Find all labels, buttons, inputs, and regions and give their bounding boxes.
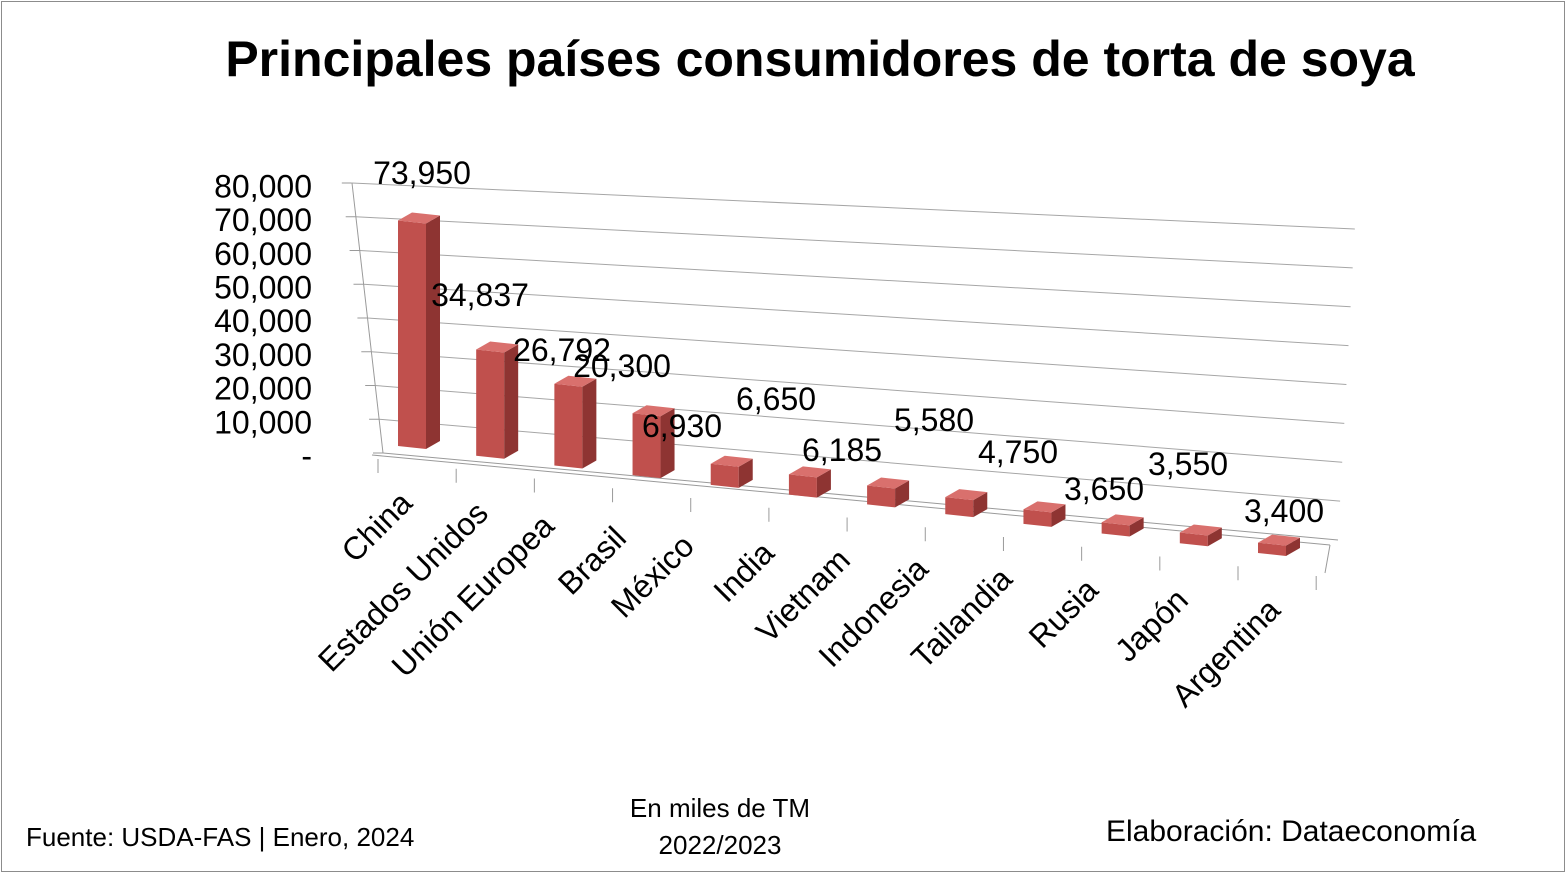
bar-front-face <box>476 349 505 459</box>
gridline <box>359 250 1351 308</box>
bar-side-face <box>816 469 831 498</box>
y-tick-label: 60,000 <box>214 236 312 272</box>
y-tick-label: 40,000 <box>214 303 312 339</box>
y-axis-line <box>351 182 384 454</box>
bar-side-face <box>504 344 519 459</box>
bar <box>1179 524 1222 547</box>
data-label: 73,950 <box>373 155 471 191</box>
bar <box>1023 501 1066 527</box>
data-label: 6,185 <box>802 432 882 468</box>
data-label: 20,300 <box>573 348 671 384</box>
bar-top-face <box>788 466 831 478</box>
x-tick-label: India <box>706 534 781 609</box>
bar-front-face <box>554 383 583 469</box>
bar <box>398 212 440 449</box>
bar-front-face <box>398 220 426 449</box>
gridline <box>367 317 1347 385</box>
y-tick-label: - <box>301 438 312 474</box>
floor-right-edge <box>1324 544 1331 574</box>
bar <box>1101 514 1144 537</box>
bar <box>632 405 675 479</box>
bar-front-face <box>1023 509 1052 527</box>
units-label: En miles de TM <box>629 793 811 823</box>
y-tick-label: 80,000 <box>214 168 312 204</box>
bar <box>1258 534 1300 556</box>
bar-front-face <box>1258 542 1286 556</box>
gridline <box>379 418 1341 502</box>
credit-note: Elaboración: Dataeconomía <box>1106 815 1477 848</box>
bar <box>788 466 831 498</box>
gridline <box>375 385 1343 463</box>
y-tick-label: 30,000 <box>214 337 312 373</box>
bar <box>710 455 753 488</box>
data-label: 6,650 <box>736 381 816 417</box>
data-label: 3,550 <box>1148 446 1228 482</box>
bar-top-face <box>710 455 753 467</box>
period-label: 2022/2023 <box>658 830 782 860</box>
bar-side-face <box>1051 504 1066 527</box>
data-label: 6,930 <box>642 408 722 444</box>
bar-top-face <box>1101 514 1144 526</box>
bar-front-face <box>632 413 661 479</box>
x-tick-label: Rusia <box>1022 571 1105 654</box>
units-note: En miles de TM 2022/2023 <box>560 790 880 864</box>
bar-side-face <box>1286 537 1300 556</box>
source-note: Fuente: USDA-FAS | Enero, 2024 <box>26 822 415 852</box>
bar <box>476 341 519 459</box>
bar-side-face <box>426 215 440 449</box>
y-tick-label: 70,000 <box>214 202 312 238</box>
bar-top-face <box>632 405 675 417</box>
bar <box>554 375 597 469</box>
floor-back-edge <box>371 454 1331 546</box>
bar <box>945 489 988 518</box>
data-label: 5,580 <box>894 402 974 438</box>
bar-top-face <box>476 341 519 353</box>
gridline <box>351 182 1355 230</box>
bar-side-face <box>582 378 597 469</box>
bar-side-face <box>660 408 675 479</box>
gridline <box>363 283 1349 347</box>
bar-top-face <box>398 212 440 224</box>
bar-front-face <box>945 497 974 518</box>
bar-side-face <box>895 480 910 508</box>
x-tick-label: Japón <box>1108 581 1195 668</box>
bar-top-face <box>554 375 597 387</box>
bar-top-face <box>1023 501 1066 513</box>
data-label: 3,650 <box>1064 471 1144 507</box>
bar-side-face <box>738 458 753 488</box>
y-tick-label: 50,000 <box>214 270 312 306</box>
y-tick-label: 10,000 <box>214 404 312 440</box>
bar-side-face <box>1207 527 1222 547</box>
bar-top-face <box>1179 524 1222 536</box>
gridline <box>355 216 1353 269</box>
bar-side-face <box>1129 517 1144 537</box>
data-label: 3,400 <box>1244 493 1324 529</box>
bar-top-face <box>945 489 988 501</box>
bar-side-face <box>973 492 988 518</box>
bar-front-face <box>788 474 817 498</box>
bar-front-face <box>867 485 896 508</box>
bar-top-face <box>1258 534 1300 546</box>
bar-front-face <box>710 463 739 488</box>
data-label: 26,792 <box>513 332 611 368</box>
y-tick-label: 20,000 <box>214 371 312 407</box>
gridline <box>382 452 1339 541</box>
data-label: 4,750 <box>978 434 1058 470</box>
gridline <box>371 351 1345 424</box>
bar-top-face <box>867 477 910 489</box>
bar-front-face <box>1101 522 1130 537</box>
bar <box>867 477 910 508</box>
chart-title: Principales países consumidores de torta… <box>225 31 1415 87</box>
data-label: 34,837 <box>431 277 529 313</box>
bar-front-face <box>1179 532 1208 547</box>
